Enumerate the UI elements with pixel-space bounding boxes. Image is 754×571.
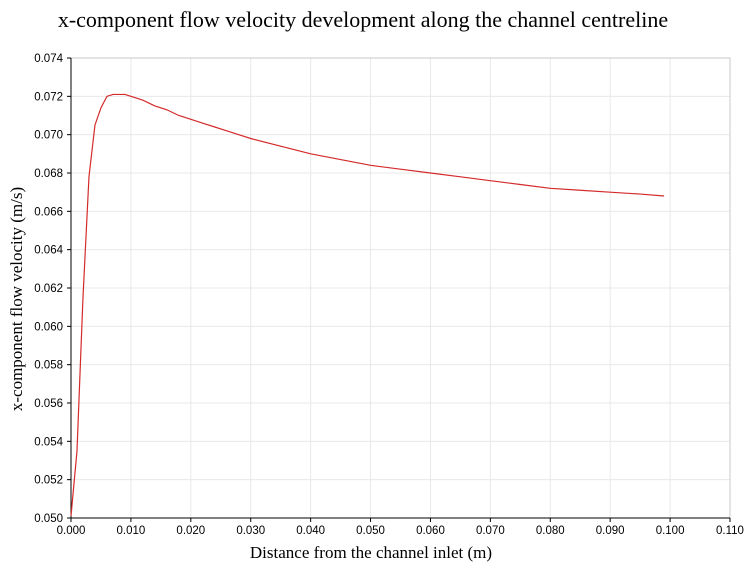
x-tick-label: 0.030 xyxy=(236,525,265,537)
x-tick-label: 0.060 xyxy=(416,525,445,537)
x-tick-label: 0.000 xyxy=(57,525,86,537)
x-tick-label: 0.100 xyxy=(656,525,685,537)
y-tick-label: 0.050 xyxy=(34,513,63,525)
x-tick-label: 0.050 xyxy=(356,525,385,537)
y-axis-label: x-component flow velocity (m/s) xyxy=(7,187,26,411)
x-tick-label: 0.070 xyxy=(476,525,505,537)
axes: 0.000 0.010 0.020 0.030 0.040 0.050 0.060 0.070… xyxy=(34,53,744,537)
x-tick-label: 0.040 xyxy=(296,525,325,537)
x-tick-label: 0.090 xyxy=(596,525,625,537)
y-tick-label: 0.052 xyxy=(34,475,63,487)
velocity-series-line xyxy=(70,93,665,517)
y-tick-label: 0.074 xyxy=(34,53,63,65)
y-tick-label: 0.054 xyxy=(34,436,63,448)
y-tick-label: 0.068 xyxy=(34,168,63,180)
y-tick-label: 0.064 xyxy=(34,245,63,257)
x-axis-label: Distance from the channel inlet (m) xyxy=(250,543,492,562)
chart-title: x-component flow velocity development al… xyxy=(58,7,668,32)
x-tick-label: 0.110 xyxy=(716,525,744,537)
x-tick-label: 0.080 xyxy=(536,525,565,537)
y-tick-label: 0.056 xyxy=(34,398,63,410)
y-tick-label: 0.060 xyxy=(34,321,63,333)
y-tick-label: 0.062 xyxy=(34,283,63,295)
x-tick-label: 0.020 xyxy=(176,525,205,537)
y-tick-label: 0.072 xyxy=(34,91,63,103)
x-tick-label: 0.010 xyxy=(117,525,146,537)
series-layer xyxy=(70,93,665,517)
y-tick-label: 0.070 xyxy=(34,130,63,142)
y-tick-label: 0.066 xyxy=(34,206,63,218)
y-tick-label: 0.058 xyxy=(34,360,63,372)
grid xyxy=(70,57,731,519)
